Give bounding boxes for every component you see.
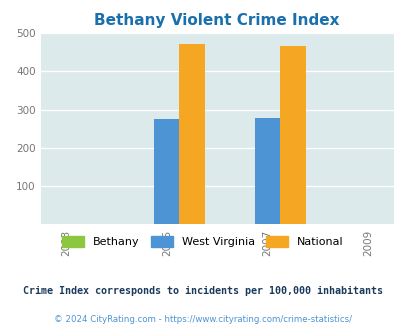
Bar: [279, 46, 305, 224]
Text: © 2024 CityRating.com - https://www.cityrating.com/crime-statistics/: © 2024 CityRating.com - https://www.city…: [54, 315, 351, 324]
Legend: Bethany, West Virginia, National: Bethany, West Virginia, National: [58, 232, 347, 252]
Bar: [154, 119, 179, 224]
Text: Crime Index corresponds to incidents per 100,000 inhabitants: Crime Index corresponds to incidents per…: [23, 286, 382, 296]
Title: Bethany Violent Crime Index: Bethany Violent Crime Index: [94, 13, 339, 28]
Bar: [179, 45, 204, 224]
Bar: [254, 117, 279, 224]
